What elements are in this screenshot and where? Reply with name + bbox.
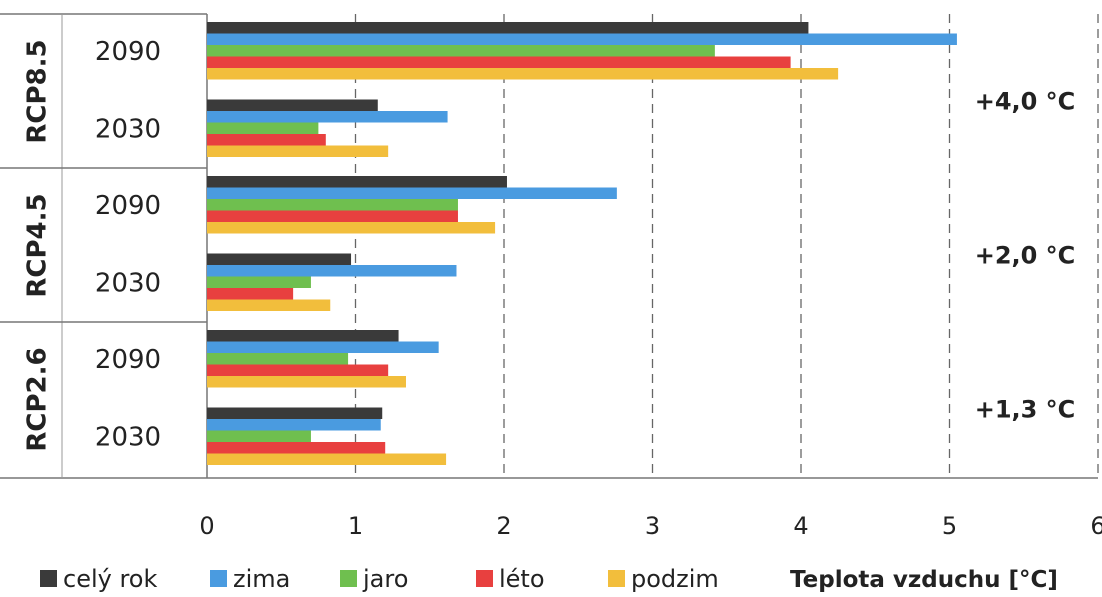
bar-RCP4.5-2030-zima bbox=[207, 265, 457, 277]
bar-RCP4.5-2090-celý rok bbox=[207, 176, 507, 188]
category-labels: 2090 2030 RCP8.5 2090 2030 RCP4.5 2090 2030 RCP2… bbox=[23, 37, 162, 453]
bar-RCP2.6-2030-jaro bbox=[207, 430, 311, 442]
bar-RCP8.5-2030-léto bbox=[207, 134, 326, 146]
bar-RCP4.5-2090-jaro bbox=[207, 199, 458, 211]
chart-frame bbox=[0, 13, 1098, 479]
bar-RCP8.5-2030-podzim bbox=[207, 145, 389, 157]
bar-RCP2.6-2090-celý rok bbox=[207, 330, 399, 342]
bar-RCP2.6-2030-zima bbox=[207, 419, 381, 431]
legend-label: léto bbox=[499, 565, 545, 593]
bar-RCP8.5-2030-celý rok bbox=[207, 99, 378, 111]
year-label: 2030 bbox=[95, 423, 161, 453]
bar-RCP2.6-2090-jaro bbox=[207, 353, 349, 365]
x-tick-label: 4 bbox=[793, 512, 808, 540]
bar-RCP4.5-2030-jaro bbox=[207, 276, 311, 288]
scenario-annotation: +4,0 °C bbox=[975, 88, 1076, 116]
legend-swatch bbox=[40, 570, 57, 587]
bars bbox=[207, 22, 957, 465]
legend-item: léto bbox=[476, 565, 545, 593]
bar-RCP8.5-2090-léto bbox=[207, 56, 791, 68]
scenario-label: RCP8.5 bbox=[23, 39, 53, 143]
bar-RCP8.5-2030-jaro bbox=[207, 122, 319, 134]
x-tick-label: 3 bbox=[645, 512, 660, 540]
x-tick-label: 0 bbox=[199, 512, 214, 540]
x-tick-label: 2 bbox=[496, 512, 511, 540]
x-tick-label: 5 bbox=[942, 512, 957, 540]
bar-RCP8.5-2090-podzim bbox=[207, 68, 839, 80]
scenario-annotation: +1,3 °C bbox=[975, 396, 1076, 424]
legend-swatch bbox=[608, 570, 625, 587]
legend-label: celý rok bbox=[63, 565, 157, 593]
bar-RCP8.5-2090-zima bbox=[207, 33, 957, 45]
scenario-label: RCP2.6 bbox=[23, 347, 53, 451]
bar-RCP2.6-2090-zima bbox=[207, 341, 439, 353]
year-label: 2090 bbox=[95, 37, 161, 67]
legend-item: celý rok bbox=[40, 565, 157, 593]
bar-RCP4.5-2030-léto bbox=[207, 288, 294, 300]
bar-RCP2.6-2090-léto bbox=[207, 364, 389, 376]
scenario-annotations: +4,0 °C +2,0 °C +1,3 °C bbox=[975, 88, 1076, 424]
legend-item: zima bbox=[210, 565, 290, 593]
x-axis: 0 1 2 3 4 5 6 bbox=[199, 512, 1102, 540]
bar-RCP4.5-2090-zima bbox=[207, 187, 617, 199]
x-tick-label: 6 bbox=[1090, 512, 1102, 540]
bar-RCP8.5-2030-zima bbox=[207, 111, 448, 123]
bar-RCP4.5-2090-léto bbox=[207, 210, 458, 222]
grid-lines bbox=[354, 14, 1099, 478]
legend: celý rok zima jaro léto podzim Teplota vzduch… bbox=[40, 565, 1058, 593]
bar-RCP2.6-2090-podzim bbox=[207, 376, 406, 388]
bar-RCP8.5-2090-celý rok bbox=[207, 22, 809, 34]
bar-RCP4.5-2030-podzim bbox=[207, 299, 331, 311]
legend-item: podzim bbox=[608, 565, 719, 593]
year-label: 2090 bbox=[95, 191, 161, 221]
legend-label: zima bbox=[233, 565, 290, 593]
bar-RCP2.6-2030-podzim bbox=[207, 453, 447, 465]
year-label: 2090 bbox=[95, 345, 161, 375]
bar-RCP4.5-2030-celý rok bbox=[207, 253, 352, 265]
x-axis-title: Teplota vzduchu [°C] bbox=[790, 567, 1058, 593]
bar-RCP2.6-2030-léto bbox=[207, 442, 386, 454]
scenario-annotation: +2,0 °C bbox=[975, 242, 1076, 270]
bar-RCP4.5-2090-podzim bbox=[207, 222, 496, 234]
legend-swatch bbox=[476, 570, 493, 587]
legend-swatch bbox=[340, 570, 357, 587]
year-label: 2030 bbox=[95, 115, 161, 145]
bar-RCP2.6-2030-celý rok bbox=[207, 407, 383, 419]
legend-item: jaro bbox=[340, 565, 408, 593]
year-label: 2030 bbox=[95, 269, 161, 299]
scenario-label: RCP4.5 bbox=[23, 193, 53, 297]
legend-label: jaro bbox=[362, 565, 408, 593]
x-tick-label: 1 bbox=[348, 512, 363, 540]
legend-label: podzim bbox=[631, 565, 719, 593]
legend-swatch bbox=[210, 570, 227, 587]
bar-RCP8.5-2090-jaro bbox=[207, 45, 715, 57]
